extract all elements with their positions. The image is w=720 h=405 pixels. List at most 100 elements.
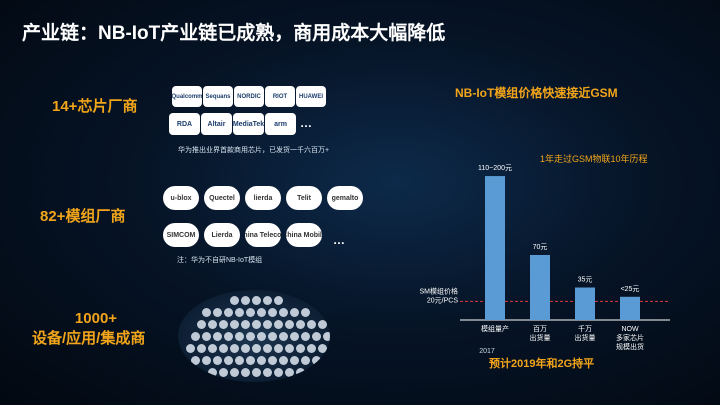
chip-logo-mediatek: MediaTek bbox=[233, 113, 264, 135]
partner-logo-dot bbox=[241, 320, 250, 329]
chip-logo-nordic: NORDIC bbox=[234, 86, 264, 107]
partner-logo-dot bbox=[263, 344, 272, 353]
partner-logo-dot bbox=[301, 356, 310, 365]
partner-logo-dot bbox=[186, 344, 195, 353]
partner-logo-dot bbox=[290, 356, 299, 365]
bar-value-label: 110~200元 bbox=[478, 164, 512, 172]
partner-logo-dot bbox=[213, 356, 222, 365]
partner-logo-dot bbox=[235, 308, 244, 317]
x-tick-label: 百万 bbox=[533, 325, 547, 333]
partner-logo-dot bbox=[230, 320, 239, 329]
partner-logo-dot bbox=[312, 356, 321, 365]
partner-logo-dot bbox=[318, 320, 327, 329]
partner-logo-dot bbox=[274, 368, 283, 377]
partner-logo-dot bbox=[224, 308, 233, 317]
x-tick-label: NOW bbox=[621, 326, 639, 333]
partner-logo-dot bbox=[241, 344, 250, 353]
partner-logo-dot bbox=[213, 332, 222, 341]
partner-logo-dot bbox=[301, 332, 310, 341]
x-tick-label: 千万 bbox=[578, 324, 592, 333]
partner-logo-dot bbox=[252, 368, 261, 377]
chip-logo-qualcomm: Qualcomm bbox=[172, 86, 202, 107]
module-logo-telit: Telit bbox=[286, 186, 322, 210]
chart-footnote: 预计2019年和2G持平 bbox=[489, 358, 595, 370]
partner-logo-dot bbox=[241, 368, 250, 377]
partner-logo-dot bbox=[268, 308, 277, 317]
partner-logo-dot bbox=[246, 308, 255, 317]
reference-line-label: GSM模组价格 bbox=[420, 286, 458, 295]
partner-logo-dot bbox=[257, 308, 266, 317]
partner-logo-dot bbox=[246, 332, 255, 341]
partner-logo-dot bbox=[197, 344, 206, 353]
partner-logo-dot bbox=[279, 356, 288, 365]
partner-logo-dot bbox=[208, 368, 217, 377]
module-logo-gemalto: gemalto bbox=[327, 186, 363, 210]
chip-logo-huawei: HUAWEI bbox=[296, 86, 326, 107]
partner-logo-dot bbox=[224, 356, 233, 365]
chip-logo-sequans: Sequans bbox=[203, 86, 233, 107]
chip-vendors-label: 14+芯片厂商 bbox=[52, 98, 138, 115]
partner-logo-dot bbox=[230, 296, 239, 305]
partner-logo-dot bbox=[202, 356, 211, 365]
partner-logo-dot bbox=[235, 356, 244, 365]
page-title: 产业链：NB-IoT产业链已成熟，商用成本大幅降低 bbox=[22, 23, 446, 44]
device-vendors-label: 设备/应用/集成商 bbox=[32, 330, 146, 347]
partner-logo-dot bbox=[274, 296, 283, 305]
bar-1 bbox=[485, 176, 505, 320]
partner-logo-dot bbox=[263, 320, 272, 329]
module-logo-simcom: SIMCOM bbox=[163, 223, 199, 247]
chip-logo-arm: arm bbox=[265, 113, 296, 135]
partner-logo-dot bbox=[296, 368, 305, 377]
partner-logo-dot bbox=[296, 320, 305, 329]
partner-logo-dot bbox=[290, 308, 299, 317]
partner-logo-dot bbox=[274, 320, 283, 329]
partner-logo-dot bbox=[323, 332, 330, 341]
partner-logo-dot bbox=[268, 332, 277, 341]
bar-value-label: 70元 bbox=[533, 243, 548, 251]
partner-logo-dot bbox=[202, 308, 211, 317]
partner-logo-dot bbox=[279, 308, 288, 317]
partner-logo-dot bbox=[279, 332, 288, 341]
module-logo-u-blox: u-blox bbox=[163, 186, 199, 210]
x-sublabel-year: 2017 bbox=[479, 348, 495, 355]
partner-logo-dot bbox=[246, 356, 255, 365]
partner-logo-dot bbox=[241, 296, 250, 305]
partner-logo-dot bbox=[213, 308, 222, 317]
partner-logo-dot bbox=[274, 344, 283, 353]
x-tick-label: 多家芯片 bbox=[616, 333, 644, 342]
partner-logo-dot bbox=[202, 332, 211, 341]
chart-annotation: 1年走过GSM物联10年历程 bbox=[540, 154, 648, 164]
bar-4 bbox=[620, 296, 640, 320]
module-logo-china-telecom: China Telecom bbox=[245, 223, 281, 247]
partner-logo-dot bbox=[257, 356, 266, 365]
module-logo-china-mobile: China Mobile bbox=[286, 223, 322, 247]
chart-title: NB-IoT模组价格快速接近GSM bbox=[455, 86, 618, 100]
device-vendors-count: 1000+ bbox=[74, 310, 118, 327]
module-more-ellipsis: … bbox=[333, 233, 345, 247]
partner-logo-dot bbox=[301, 308, 310, 317]
module-logo-lierda: Lierda bbox=[204, 223, 240, 247]
partner-logo-dot bbox=[263, 368, 272, 377]
x-tick-label: 规模出货 bbox=[616, 342, 644, 351]
bar-value-label: 35元 bbox=[578, 276, 593, 284]
partner-logo-dot bbox=[197, 320, 206, 329]
partner-logo-dot bbox=[307, 320, 316, 329]
partner-logo-dot bbox=[318, 344, 327, 353]
partner-logo-dot bbox=[312, 332, 321, 341]
module-vendors-note: 注：华为不自研NB-IoT模组 bbox=[177, 257, 263, 264]
x-tick-label: 出货量 bbox=[530, 333, 551, 342]
module-logo-lierda: lierda bbox=[245, 186, 281, 210]
partner-logo-dot bbox=[285, 344, 294, 353]
partner-logo-dot bbox=[252, 320, 261, 329]
partner-logo-dot bbox=[285, 368, 294, 377]
module-vendors-label: 82+模组厂商 bbox=[40, 208, 126, 225]
partner-logo-dot bbox=[230, 368, 239, 377]
partner-logo-dot bbox=[252, 296, 261, 305]
partner-logo-dot bbox=[191, 356, 200, 365]
bar-2 bbox=[530, 255, 550, 320]
partner-logo-dot bbox=[224, 332, 233, 341]
module-logo-quectel: Quectel bbox=[204, 186, 240, 210]
partner-logo-dot bbox=[268, 356, 277, 365]
partner-logo-dot bbox=[219, 368, 228, 377]
